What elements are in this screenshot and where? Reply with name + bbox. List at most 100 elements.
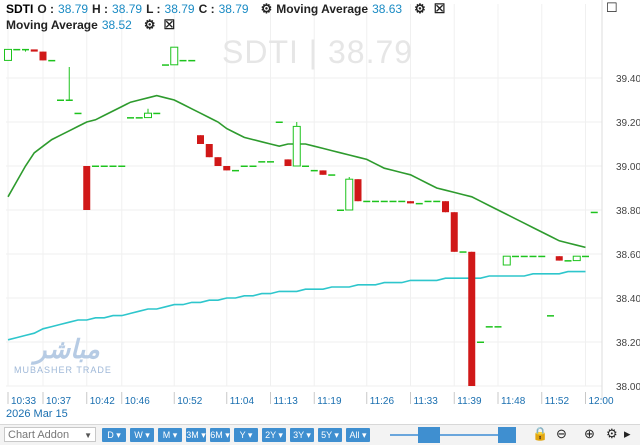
candle-body <box>302 165 309 167</box>
candle <box>302 165 309 167</box>
legend-ma2-label: Moving Average <box>6 18 98 32</box>
mubasher-logo: مباشر MUBASHER TRADE <box>12 334 112 380</box>
settings-icon[interactable]: ⚙ <box>606 426 618 441</box>
candle <box>363 200 371 203</box>
x-tick-label: 10:37 <box>46 396 71 407</box>
candle-body <box>564 260 572 262</box>
candle <box>319 170 327 175</box>
chart-watermark: SDTI | 38.79 <box>222 34 414 70</box>
moving-average-line-1 <box>7 94 586 249</box>
candle-body <box>345 178 354 211</box>
gear-icon[interactable]: ⚙ <box>260 1 273 16</box>
candle <box>547 315 554 317</box>
legend-ma2-value: 38.52 <box>101 18 132 32</box>
period-button-y[interactable]: Y ▾ <box>234 428 258 442</box>
lock-icon[interactable]: 🔒 <box>532 426 549 441</box>
candle-body <box>572 255 581 262</box>
period-button-w[interactable]: W ▾ <box>130 428 154 442</box>
candle-body <box>372 200 379 203</box>
candle <box>153 112 161 115</box>
candle-body <box>249 165 257 167</box>
legend-low-label: L : <box>146 2 161 16</box>
candle <box>450 212 458 252</box>
candle <box>240 165 248 167</box>
more-icon[interactable]: ▸ <box>624 426 631 441</box>
chevron-down-icon: ▼ <box>84 431 92 440</box>
candle <box>424 200 432 203</box>
logo-english-text: MUBASHER TRADE <box>14 365 112 375</box>
candle <box>485 326 493 328</box>
candle <box>205 144 213 158</box>
ohlc-legend: SDTI O : 38.79 H : 38.79 L : 38.79 C : 3… <box>6 1 445 17</box>
candle-body <box>197 135 204 144</box>
period-button-5y[interactable]: 5Y ▾ <box>318 428 342 442</box>
candle-body <box>83 166 91 210</box>
candle-body <box>485 326 493 328</box>
period-button-all[interactable]: All ▾ <box>346 428 370 442</box>
candle <box>354 179 362 202</box>
candle <box>442 201 449 213</box>
x-tick-label: 10:42 <box>90 396 115 407</box>
candle-body <box>292 125 301 167</box>
legend-low-value: 38.79 <box>164 2 195 16</box>
candle-body <box>284 159 292 166</box>
candle-body <box>433 200 441 203</box>
zoom-out-icon[interactable]: ⊖ <box>556 426 567 441</box>
range-slider-handle-end[interactable] <box>498 427 516 443</box>
candle-body <box>109 165 117 167</box>
date-label: 2026 Mar 15 <box>6 408 68 420</box>
candle <box>345 177 354 211</box>
candle <box>292 122 301 167</box>
x-tick-label: 11:52 <box>545 396 570 407</box>
candle-body <box>459 251 467 253</box>
candle <box>118 165 126 167</box>
period-button-6m[interactable]: 6M ▾ <box>210 428 230 442</box>
candle-body <box>127 117 134 119</box>
x-tick-label: 11:33 <box>414 396 439 407</box>
candle <box>538 255 546 258</box>
candle-body <box>135 117 143 119</box>
range-slider-track[interactable] <box>390 434 516 436</box>
candle-body <box>144 112 152 119</box>
gear-icon[interactable]: ⚙ <box>143 17 156 32</box>
candle-body <box>48 59 56 62</box>
candle <box>4 48 12 61</box>
candle <box>555 256 563 261</box>
candle-body <box>328 174 336 176</box>
chart-addon-select[interactable]: Chart Addon ▼ <box>4 427 96 442</box>
candle <box>83 166 91 210</box>
candle-body <box>13 48 21 51</box>
zoom-in-icon[interactable]: ⊕ <box>584 426 595 441</box>
candle-body <box>74 112 82 115</box>
candle-body <box>477 341 484 343</box>
period-button-m[interactable]: M ▾ <box>158 428 182 442</box>
close-icon[interactable]: ☐ <box>606 0 618 15</box>
candle <box>65 67 73 101</box>
candle <box>590 211 598 214</box>
period-button-d[interactable]: D ▾ <box>102 428 126 442</box>
chart-area: 38.00 38.20 38.40 38.60 38.80 39.00 39.20 39.40… <box>4 0 640 407</box>
candle <box>398 200 406 203</box>
candle-body <box>205 144 213 158</box>
candle-body <box>223 166 231 171</box>
candle-body <box>538 255 546 258</box>
close-icon[interactable]: ☒ <box>163 17 176 32</box>
period-button-3y[interactable]: 3Y ▾ <box>290 428 314 442</box>
candle-body <box>22 48 29 51</box>
candle-body <box>424 200 432 203</box>
candle <box>197 135 204 144</box>
legend-high-value: 38.79 <box>112 2 143 16</box>
candle <box>477 341 484 343</box>
candle <box>22 48 29 52</box>
range-slider-handle[interactable] <box>418 427 440 443</box>
candle-body <box>275 121 283 123</box>
candle <box>564 260 572 262</box>
period-button-2y[interactable]: 2Y ▾ <box>262 428 286 442</box>
close-icon[interactable]: ☒ <box>433 1 446 16</box>
period-button-3m[interactable]: 3M ▾ <box>186 428 206 442</box>
candle-body <box>354 179 362 202</box>
candle <box>284 159 292 166</box>
candle <box>135 117 143 119</box>
gear-icon[interactable]: ⚙ <box>414 1 426 16</box>
moving-average-line-2 <box>7 270 586 341</box>
